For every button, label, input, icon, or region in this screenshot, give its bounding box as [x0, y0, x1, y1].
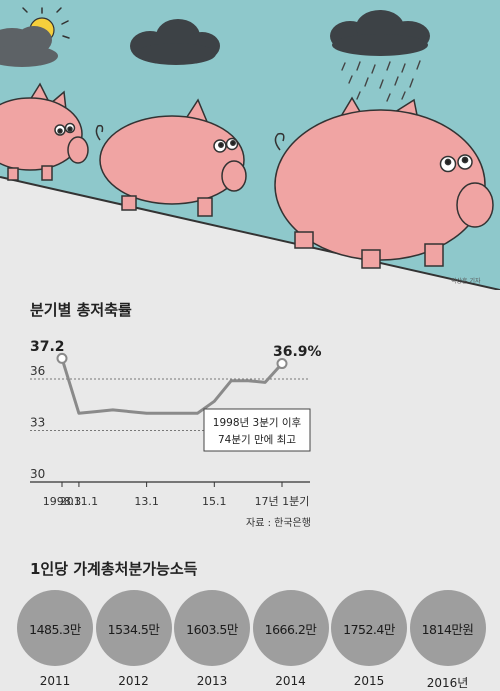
- series-points: [56, 352, 288, 370]
- income-value-circle: 1814만원: [409, 590, 486, 666]
- dark-cloud-icon: [130, 19, 220, 65]
- illustrator-credit: 박상훈 기자: [451, 278, 481, 285]
- income-value-circle: 1666.2만: [252, 590, 329, 666]
- income-year-label: 2011: [39, 674, 71, 688]
- income-year-label: 2016년: [426, 676, 469, 690]
- x-tick-label: 2011.1: [60, 495, 99, 508]
- y-tick-label: 36: [30, 364, 45, 378]
- small-pig-icon: [0, 82, 89, 181]
- rain-cloud-icon: [330, 10, 430, 102]
- cloud-icon: [0, 26, 58, 67]
- income-item: 1752.4만 2015: [329, 590, 409, 688]
- first-value-label: 37.2: [30, 339, 65, 355]
- last-value-label: 36.9%: [273, 344, 322, 360]
- income-value-circle: 1603.5만: [174, 590, 250, 666]
- income-item: 1666.2만 2014: [251, 590, 331, 688]
- annotation-line: 1998년 3분기 이후: [213, 417, 302, 429]
- income-year-label: 2012: [118, 674, 149, 688]
- income-circles: 1485.3만 2011 1534.5만 2012 1603.5만 2013 1666.2만…: [0, 590, 500, 690]
- annotation-box-frame: [203, 408, 311, 452]
- income-value-circle: 1752.4만: [331, 590, 407, 666]
- x-tick-label: 17년 1분기: [255, 495, 310, 508]
- chart-source: 자료 : 한국은행: [246, 518, 311, 529]
- income-value-circle: 1534.5만: [95, 590, 172, 666]
- annotation-line: 74분기 만에 최고: [218, 434, 296, 446]
- income-item: 1603.5만 2013: [172, 590, 252, 688]
- data-labels: 37.2 36.9%: [30, 339, 322, 360]
- annotation-box: 1998년 3분기 이후 74분기 만에 최고: [203, 408, 311, 452]
- series-line: [60, 357, 284, 415]
- large-pig-icon: [274, 96, 494, 269]
- chart-title: 분기별 총저축률: [30, 301, 132, 319]
- piggy-bank-illustration: [0, 0, 500, 290]
- income-year-label: 2015: [353, 674, 385, 688]
- income-year-label: 2013: [196, 674, 228, 688]
- income-item: 1534.5만 2012: [94, 590, 174, 688]
- medium-pig-icon: [95, 98, 247, 217]
- income-item: 1814만원 2016년: [408, 590, 488, 691]
- income-year-label: 2014: [275, 674, 306, 688]
- income-title: 1인당 가계총처분가능소득: [30, 560, 198, 578]
- last-point: [276, 358, 288, 370]
- first-point: [56, 352, 68, 364]
- x-tick-label: 15.1: [202, 495, 227, 508]
- x-tick-label: 13.1: [134, 495, 159, 508]
- income-value-circle: 1485.3만: [17, 590, 93, 666]
- x-tick-label: 1998.3: [43, 495, 82, 508]
- y-axis: 36 33 30: [30, 364, 45, 481]
- income-item: 1485.3만 2011: [15, 590, 95, 688]
- y-tick-label: 30: [30, 467, 45, 481]
- y-tick-label: 33: [30, 416, 45, 430]
